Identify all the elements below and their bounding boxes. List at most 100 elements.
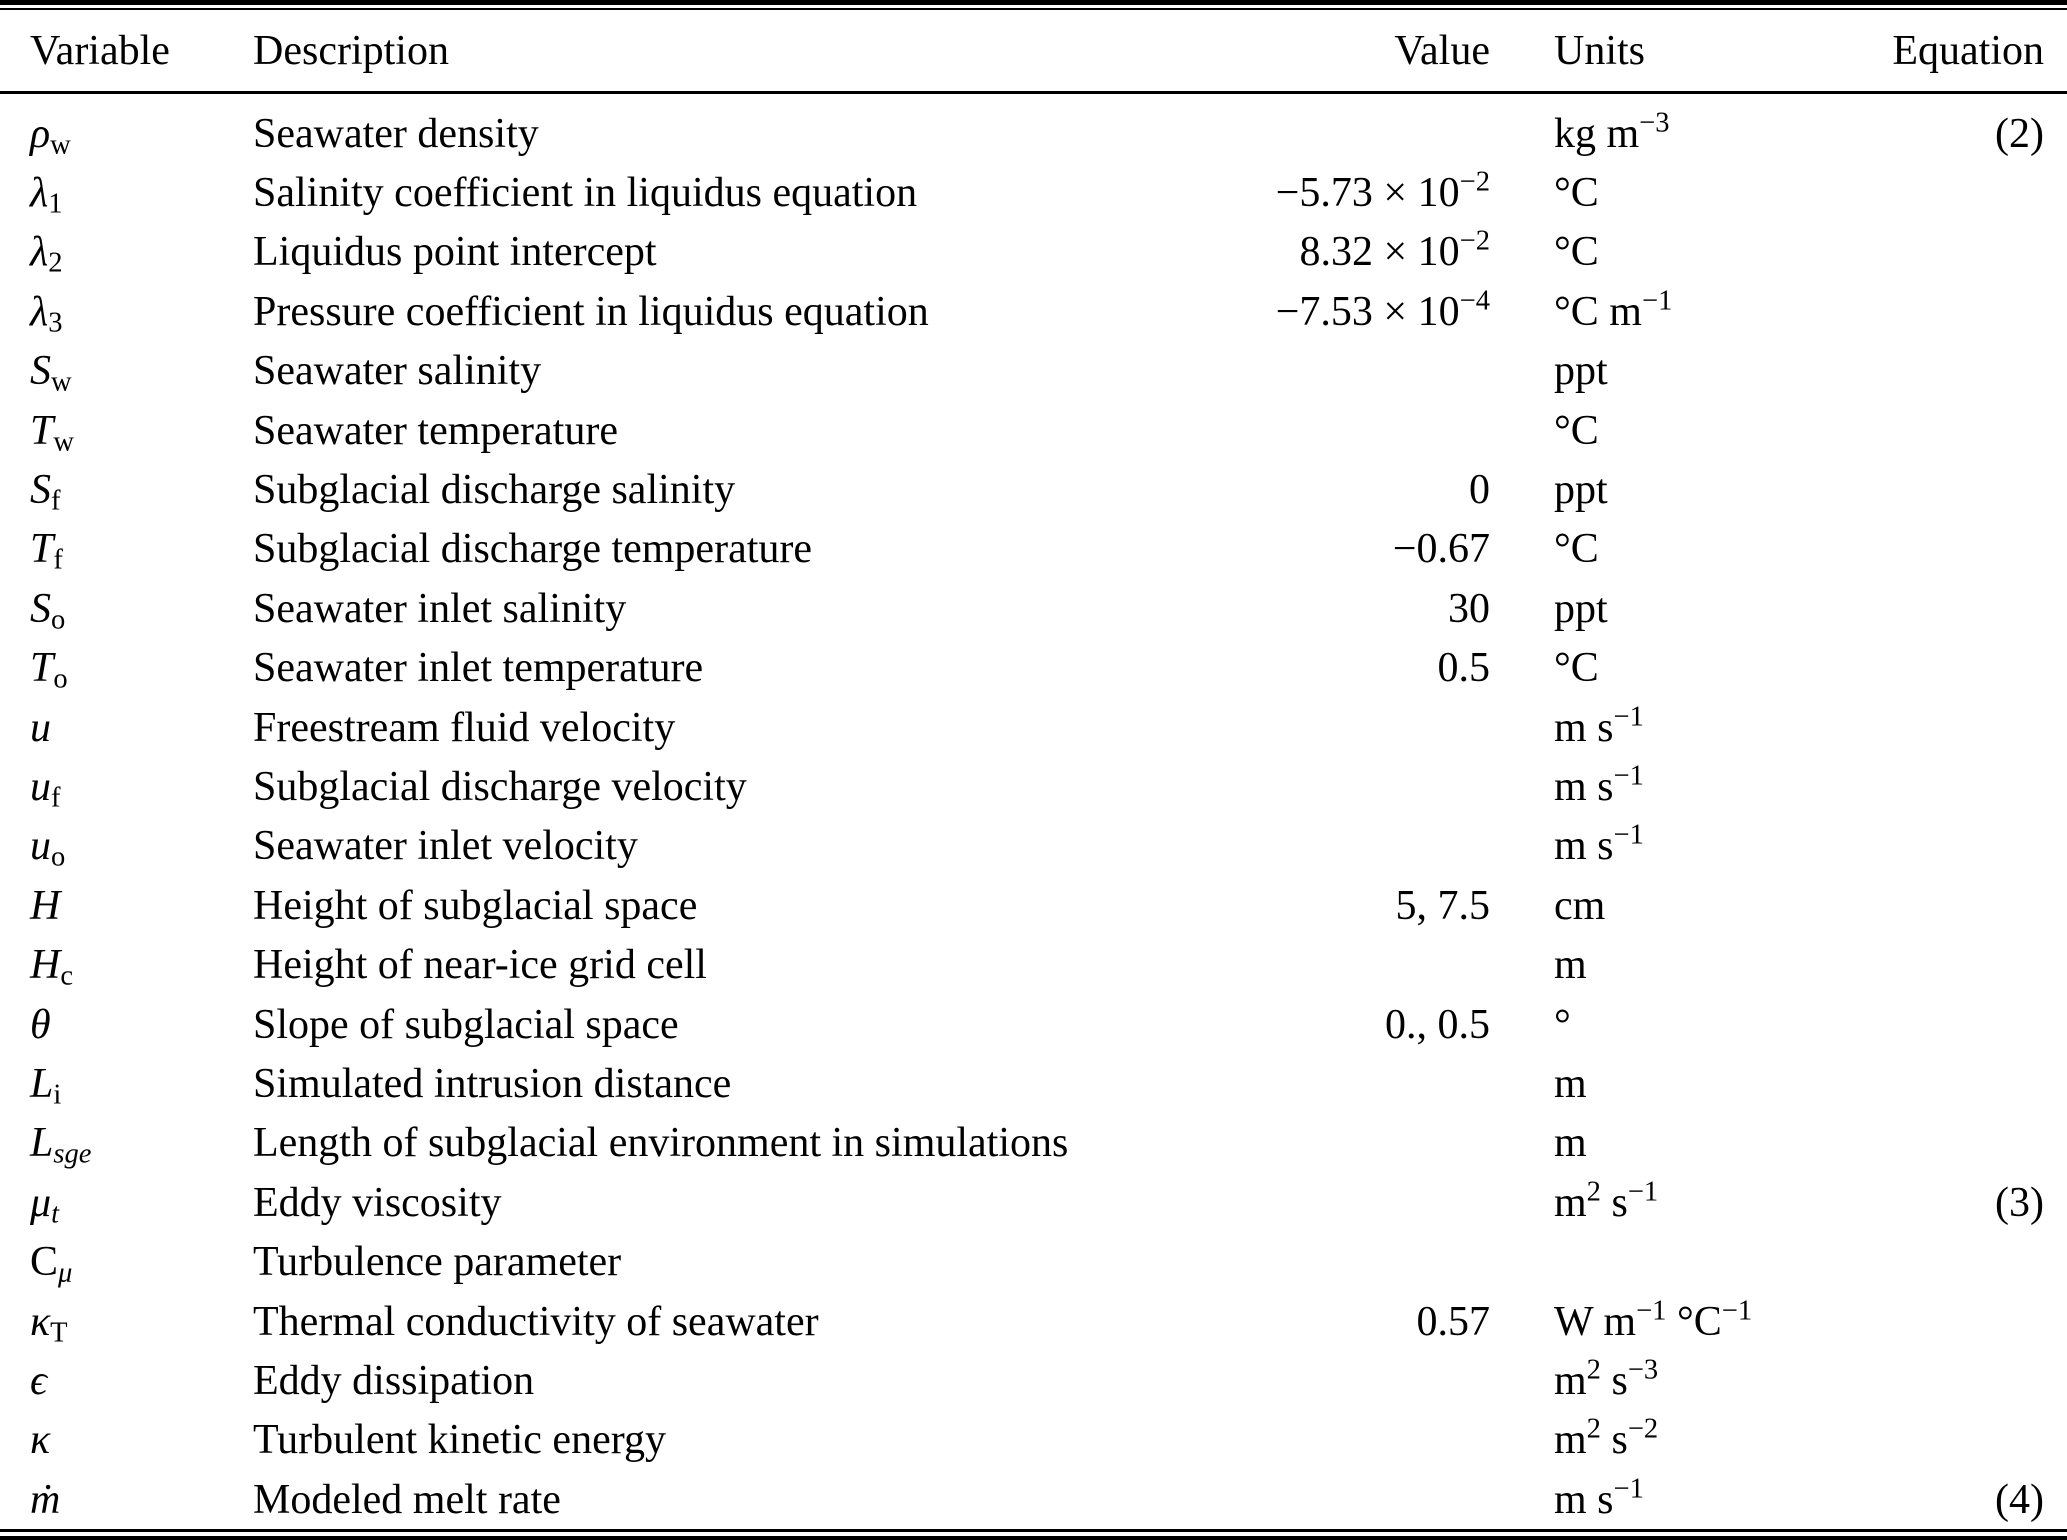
bottom-rule-thick xyxy=(0,1535,2067,1540)
cell-units: °C xyxy=(1554,526,1599,573)
table-row: Cμ Turbulence parameter xyxy=(0,1232,2067,1291)
cell-value: −7.53 × 10−4 xyxy=(1275,285,1490,335)
cell-units: m2 s−1 xyxy=(1554,1176,1659,1226)
cell-description: Seawater salinity xyxy=(253,348,542,395)
cell-description: Modeled melt rate xyxy=(253,1476,561,1523)
cell-value: 0 xyxy=(1469,467,1490,514)
cell-variable: So xyxy=(30,585,66,636)
cell-description: Pressure coefficient in liquidus equatio… xyxy=(253,288,929,335)
cell-variable: Hc xyxy=(30,942,74,992)
bottom-rule-thin xyxy=(0,1529,2067,1532)
cell-description: Eddy dissipation xyxy=(253,1357,535,1404)
cell-variable: θ xyxy=(30,1001,51,1048)
cell-equation xyxy=(1860,460,2067,519)
table-body: ρw Seawater density kg m−3 (2) λ1 Salinity co… xyxy=(0,93,2067,1530)
cell-equation xyxy=(1860,639,2067,698)
table-row: Sf Subglacial discharge salinity 0 ppt xyxy=(0,460,2067,519)
table-row: ρw Seawater density kg m−3 (2) xyxy=(0,93,2067,164)
column-header-equation: Equation xyxy=(1860,10,2067,94)
cell-equation xyxy=(1860,1292,2067,1351)
cell-variable: u xyxy=(30,704,51,751)
cell-value: −5.73 × 10−2 xyxy=(1275,166,1490,217)
cell-units: W m−1 °C−1 xyxy=(1554,1294,1753,1345)
cell-value xyxy=(1160,1114,1490,1173)
cell-units: °C xyxy=(1554,229,1599,276)
cell-variable: Tf xyxy=(30,526,63,576)
table-row: Li Simulated intrusion distance m xyxy=(0,1054,2067,1113)
parameters-table: Variable Description Value Units Equatio… xyxy=(0,10,2067,1529)
column-header-value: Value xyxy=(1160,10,1490,94)
cell-equation xyxy=(1860,757,2067,816)
table-row: uo Seawater inlet velocity m s−1 xyxy=(0,817,2067,876)
cell-units: kg m−3 xyxy=(1554,106,1670,157)
cell-units: m s−1 xyxy=(1554,760,1644,810)
cell-variable: Li xyxy=(30,1060,62,1111)
cell-variable: ρw xyxy=(30,110,71,160)
table-row: κ Turbulent kinetic energy m2 s−2 xyxy=(0,1411,2067,1470)
table-row: H Height of subglacial space 5, 7.5 cm xyxy=(0,876,2067,935)
cell-variable: ṁ xyxy=(30,1476,61,1523)
cell-description: Subglacial discharge salinity xyxy=(253,467,736,514)
cell-description: Height of near-ice grid cell xyxy=(253,942,707,989)
cell-value xyxy=(1160,817,1490,876)
cell-units: m xyxy=(1554,1120,1587,1167)
cell-equation xyxy=(1860,282,2067,341)
cell-variable: Lsge xyxy=(30,1120,92,1170)
table-row: So Seawater inlet salinity 30 ppt xyxy=(0,579,2067,638)
cell-equation: (4) xyxy=(1995,1476,2044,1523)
cell-value: 0.57 xyxy=(1416,1298,1491,1345)
cell-equation xyxy=(1860,1232,2067,1291)
cell-value: 5, 7.5 xyxy=(1395,882,1491,929)
cell-description: Subglacial discharge velocity xyxy=(253,763,747,810)
cell-variable: uf xyxy=(30,763,61,814)
cell-units: m xyxy=(1554,1060,1587,1107)
cell-variable: Sw xyxy=(30,348,72,398)
cell-description: Seawater temperature xyxy=(253,407,618,454)
cell-description: Seawater inlet salinity xyxy=(253,585,627,632)
cell-equation xyxy=(1860,223,2067,282)
cell-units: m s−1 xyxy=(1554,819,1644,870)
header-row: Variable Description Value Units Equatio… xyxy=(0,10,2067,94)
cell-description: Freestream fluid velocity xyxy=(253,704,676,751)
cell-variable: To xyxy=(30,645,68,695)
cell-variable: uo xyxy=(30,823,66,873)
table-row: Sw Seawater salinity ppt xyxy=(0,342,2067,401)
cell-units: °C xyxy=(1554,645,1599,692)
cell-description: Simulated intrusion distance xyxy=(253,1060,732,1107)
cell-variable: μt xyxy=(30,1179,60,1229)
table-row: λ3 Pressure coefficient in liquidus equat… xyxy=(0,282,2067,341)
cell-equation xyxy=(1860,1114,2067,1173)
cell-units xyxy=(1490,1232,1860,1291)
cell-value xyxy=(1160,401,1490,460)
table-row: μt Eddy viscosity m2 s−1 (3) xyxy=(0,1173,2067,1232)
cell-value: 8.32 × 10−2 xyxy=(1299,225,1490,276)
cell-value: 0., 0.5 xyxy=(1385,1001,1490,1048)
cell-description: Subglacial discharge temperature xyxy=(253,526,813,573)
cell-equation xyxy=(1860,520,2067,579)
table-row: λ2 Liquidus point intercept 8.32 × 10−2 °C xyxy=(0,223,2067,282)
cell-equation xyxy=(1860,876,2067,935)
cell-variable: Sf xyxy=(30,467,61,517)
table-row: ṁ Modeled melt rate m s−1 (4) xyxy=(0,1470,2067,1529)
cell-variable: Tw xyxy=(30,407,74,457)
cell-value xyxy=(1160,342,1490,401)
cell-value xyxy=(1160,1173,1490,1232)
cell-value xyxy=(1160,1411,1490,1470)
cell-description: Eddy viscosity xyxy=(253,1179,502,1226)
top-rule-thin xyxy=(0,7,2067,10)
table-header: Variable Description Value Units Equatio… xyxy=(0,10,2067,94)
cell-equation xyxy=(1860,1411,2067,1470)
cell-equation: (3) xyxy=(1995,1179,2044,1226)
cell-value xyxy=(1160,93,1490,164)
top-rule-thick xyxy=(0,0,2067,5)
cell-variable: λ2 xyxy=(30,229,63,279)
cell-equation xyxy=(1860,579,2067,638)
cell-units: °C xyxy=(1554,407,1599,454)
table-row: Lsge Length of subglacial environment in … xyxy=(0,1114,2067,1173)
cell-equation xyxy=(1860,698,2067,757)
cell-description: Seawater inlet temperature xyxy=(253,645,704,692)
cell-units: cm xyxy=(1554,882,1606,929)
cell-equation xyxy=(1860,163,2067,222)
cell-equation xyxy=(1860,995,2067,1054)
